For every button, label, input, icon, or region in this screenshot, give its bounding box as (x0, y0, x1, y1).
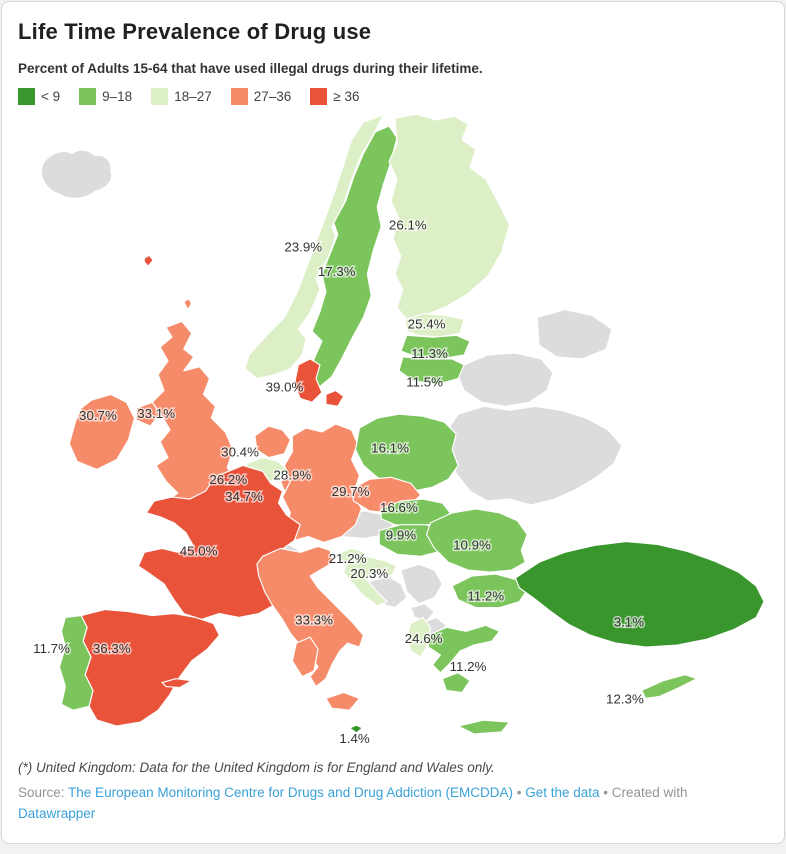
legend-swatch-9-18 (79, 88, 97, 105)
legend-item-gte36: ≥ 36 (310, 88, 359, 105)
map-label-italy: 33.3% (295, 612, 333, 627)
legend-label: ≥ 36 (333, 89, 360, 104)
map-label-turkey: 3.1% (614, 614, 645, 629)
map-label-uk: 33.1% (137, 406, 175, 421)
country-netherlands[interactable] (254, 425, 291, 459)
map-label-lithuania: 11.5% (406, 375, 443, 390)
legend-swatch-lt9 (18, 88, 35, 105)
map-label-denmark: 39.0% (266, 379, 304, 394)
legend-label: 9–18 (102, 89, 133, 104)
country-albania[interactable] (406, 616, 432, 658)
country-latvia[interactable] (400, 334, 471, 360)
country-faroe-islands[interactable] (143, 254, 154, 267)
country-malta[interactable] (348, 724, 364, 734)
country-ukraine[interactable] (445, 405, 623, 506)
legend-item-lt9: < 9 (18, 88, 60, 105)
map-label-belgium: 26.2% (209, 472, 247, 487)
legend-swatch-27-36 (230, 88, 248, 105)
map-label-ireland: 30.7% (79, 408, 117, 423)
color-legend: < 9 9–18 18–27 27–36 ≥ 36 (18, 88, 768, 105)
country-estonia[interactable] (404, 312, 465, 338)
map-label-slovenia: 21.2% (329, 551, 367, 566)
country-finland[interactable] (388, 113, 511, 321)
legend-swatch-18-27 (151, 88, 169, 105)
country-crete[interactable] (457, 719, 511, 735)
map-label-romania: 10.9% (453, 537, 491, 552)
country-romania[interactable] (425, 508, 528, 573)
map-label-sweden: 17.3% (318, 264, 356, 279)
country-italy[interactable] (256, 545, 364, 688)
country-france[interactable] (137, 464, 301, 621)
country-portugal[interactable] (58, 614, 94, 711)
map-label-latvia: 11.3% (411, 346, 448, 361)
country-spain[interactable] (80, 608, 220, 727)
country-poland[interactable] (354, 413, 459, 492)
map-label-germany: 28.9% (273, 467, 311, 482)
country-sardinia[interactable] (291, 636, 319, 678)
legend-label: 27–36 (253, 89, 292, 104)
map-label-france: 45.0% (180, 543, 218, 558)
map-label-estonia: 25.4% (408, 316, 446, 331)
country-montenegro-kosovo[interactable] (410, 603, 436, 623)
map-label-bulgaria: 11.2% (467, 589, 504, 604)
country-ireland[interactable] (68, 393, 136, 471)
legend-item-9-18: 9–18 (79, 88, 132, 105)
country-peloponnese[interactable] (441, 672, 471, 694)
map-label-finland: 26.1% (389, 218, 427, 233)
source-link-emcdda[interactable]: The European Monitoring Centre for Drugs… (68, 785, 513, 800)
map-label-luxembourg: 34.7% (225, 489, 263, 504)
separator-dot: • (599, 785, 612, 800)
country-greece[interactable] (427, 624, 501, 674)
map-label-croatia: 20.3% (350, 566, 388, 581)
map-label-spain: 36.3% (93, 641, 131, 656)
country-bulgaria[interactable] (451, 573, 528, 609)
country-sicily[interactable] (325, 691, 361, 711)
map-label-greece: 11.2% (450, 659, 487, 674)
map-label-portugal: 11.7% (33, 641, 70, 656)
page-title: Life Time Prevalence of Drug use (18, 19, 372, 44)
map-label-norway: 23.9% (284, 239, 322, 254)
country-shetland[interactable] (183, 298, 193, 311)
country-croatia[interactable] (343, 555, 398, 607)
map-label-cyprus: 12.3% (606, 691, 644, 706)
country-denmark[interactable] (293, 358, 323, 403)
get-the-data-link[interactable]: Get the data (525, 785, 600, 800)
legend-swatch-gte36 (310, 88, 328, 105)
legend-label: < 9 (41, 89, 61, 104)
map-label-slovakia: 16.6% (380, 500, 418, 515)
europe-choropleth-map: 23.9% 17.3% 26.1% 25.4% 11.3% 11.5% 39.0… (32, 113, 765, 747)
footnote-uk: (*) United Kingdom: Data for the United … (18, 760, 495, 775)
map-label-albania: 24.6% (405, 631, 443, 646)
country-cyprus[interactable] (641, 674, 698, 699)
map-label-netherlands: 30.4% (221, 445, 259, 460)
country-turkey[interactable] (514, 540, 765, 648)
datawrapper-link[interactable]: Datawrapper (18, 805, 96, 821)
map-label-poland: 16.1% (371, 441, 409, 456)
country-denmark-islands[interactable] (325, 389, 345, 407)
country-russia[interactable] (536, 308, 613, 360)
map-label-hungary: 9.9% (386, 528, 417, 543)
legend-item-27-36: 27–36 (230, 88, 292, 105)
separator-dot: • (513, 785, 526, 800)
country-northern-ireland[interactable] (135, 401, 161, 427)
country-iceland[interactable] (40, 149, 113, 199)
chart-subtitle: Percent of Adults 15-64 that have used i… (18, 61, 483, 76)
source-line: Source: The European Monitoring Centre f… (18, 783, 768, 825)
map-label-malta: 1.4% (339, 731, 370, 746)
map-label-czechia: 29.7% (332, 484, 370, 499)
legend-label: 18–27 (174, 89, 212, 104)
legend-item-18-27: 18–27 (151, 88, 212, 105)
created-with-text: Created with (611, 785, 688, 800)
source-prefix: Source: (18, 785, 69, 800)
country-germany[interactable] (281, 423, 363, 544)
country-lithuania[interactable] (398, 356, 465, 386)
country-serbia[interactable] (400, 563, 443, 605)
country-belarus[interactable] (457, 352, 554, 407)
country-balearic-islands[interactable] (161, 678, 193, 689)
